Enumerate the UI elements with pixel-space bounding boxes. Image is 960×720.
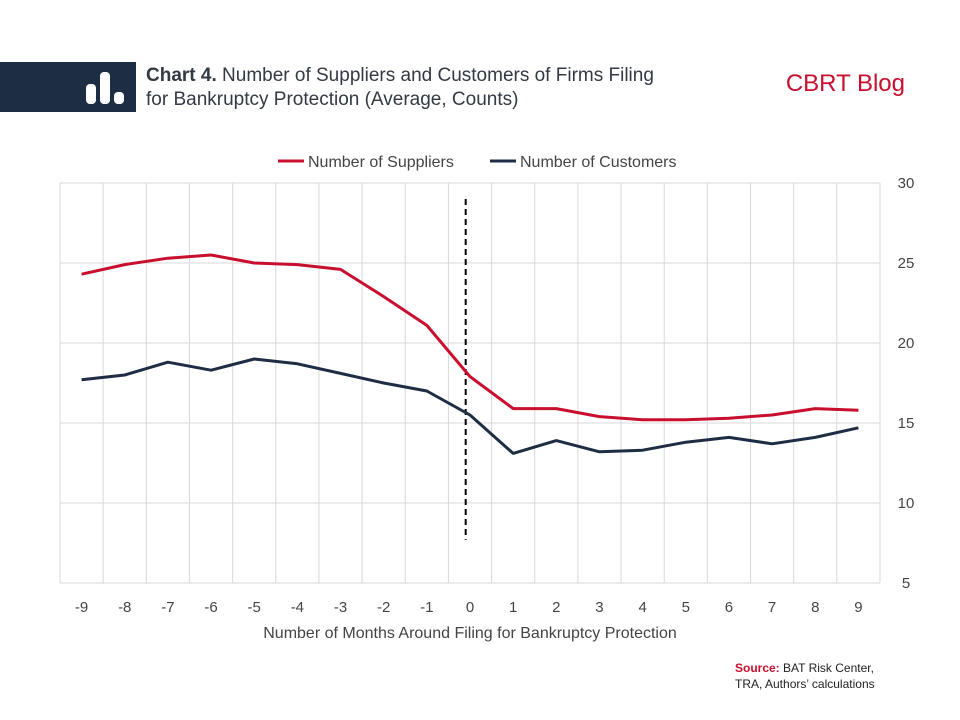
x-tick-label: 0 <box>466 599 474 616</box>
x-tick-label: -4 <box>291 599 304 616</box>
title-line-2: for Bankruptcy Protection (Average, Coun… <box>146 89 519 110</box>
x-tick-label: 3 <box>595 599 603 616</box>
legend-label-suppliers: Number of Suppliers <box>308 154 454 171</box>
x-tick-label: -6 <box>204 599 217 616</box>
x-tick-label: 7 <box>768 599 776 616</box>
x-tick-label: -9 <box>75 599 88 616</box>
source-label: Source: <box>735 661 780 675</box>
y-tick-label: 10 <box>898 495 915 512</box>
legend-label-customers: Number of Customers <box>520 154 677 171</box>
bar-chart-icon <box>86 72 124 104</box>
source-text-2: TRA, Authors’ calculations <box>735 677 875 691</box>
y-tick-label: 15 <box>898 415 915 432</box>
x-tick-label: 1 <box>509 599 517 616</box>
x-tick-label: 2 <box>552 599 560 616</box>
y-tick-label: 20 <box>898 335 915 352</box>
source-note: Source: BAT Risk Center, TRA, Authors’ c… <box>735 660 905 692</box>
y-tick-label: 5 <box>902 575 910 592</box>
series-line-suppliers <box>81 253 859 422</box>
x-tick-label: -3 <box>334 599 347 616</box>
y-tick-label: 25 <box>898 255 915 272</box>
x-tick-label: 9 <box>854 599 862 616</box>
y-tick-label: 30 <box>898 175 915 192</box>
title-line-1: Number of Suppliers and Customers of Fir… <box>222 65 654 86</box>
x-tick-label: -5 <box>248 599 261 616</box>
header-band <box>0 62 136 112</box>
x-tick-label: -7 <box>161 599 174 616</box>
x-tick-label: 4 <box>638 599 646 616</box>
x-tick-label: 6 <box>725 599 733 616</box>
x-tick-label: 5 <box>682 599 690 616</box>
title-prefix: Chart 4. <box>146 65 217 86</box>
series-line-customers <box>81 357 859 455</box>
x-tick-label: -1 <box>420 599 433 616</box>
source-text-1: BAT Risk Center, <box>783 661 874 675</box>
x-axis-title: Number of Months Around Filing for Bankr… <box>263 625 677 642</box>
x-tick-label: 8 <box>811 599 819 616</box>
legend: Number of Suppliers Number of Customers <box>278 154 677 171</box>
chart-title: Chart 4. Number of Suppliers and Custome… <box>146 64 766 112</box>
x-tick-label: -2 <box>377 599 390 616</box>
brand-label: CBRT Blog <box>785 70 905 97</box>
x-tick-label: -8 <box>118 599 131 616</box>
